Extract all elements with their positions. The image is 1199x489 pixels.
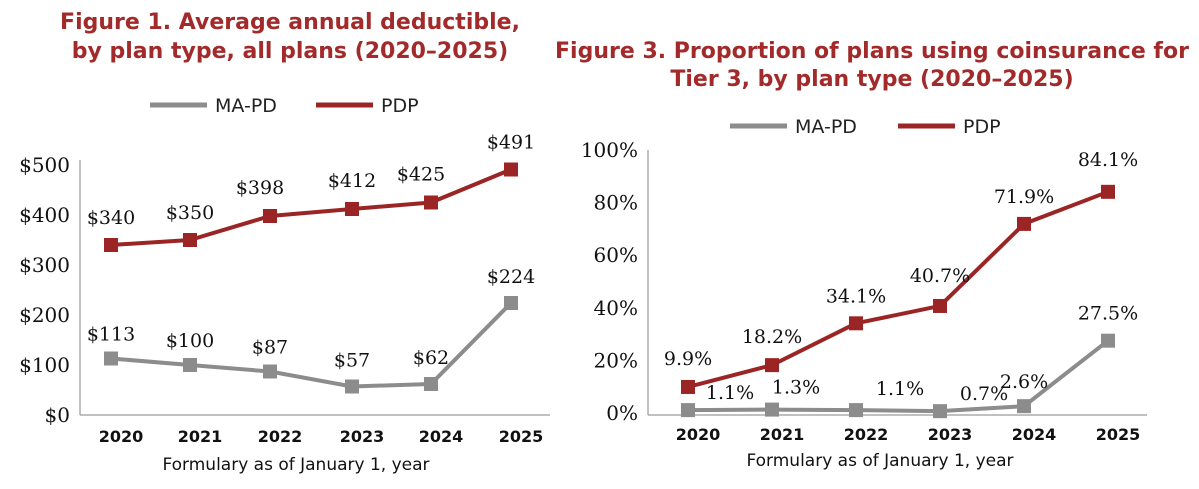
chart-2-pdp-data-label: 34.1% xyxy=(826,285,886,307)
chart-1-x-tick: 2025 xyxy=(499,427,544,446)
chart-1-pdp-point xyxy=(424,195,438,210)
chart-2-x-tick: 2022 xyxy=(844,425,889,444)
chart-2-y-tick: 80% xyxy=(594,191,638,215)
chart-2-mapd-data-label: 2.6% xyxy=(1000,371,1048,393)
chart-2-x-tick: 2021 xyxy=(760,425,805,444)
chart-2-mapd-line xyxy=(687,339,1110,414)
chart-2-pdp-point xyxy=(765,358,779,373)
chart-2-mapd-data-label: 0.7% xyxy=(960,383,1008,405)
chart-1-mapd-point xyxy=(504,296,518,310)
chart-1-mapd-point xyxy=(263,364,277,379)
chart-2-title-line2: Tier 3, by plan type (2020–2025) xyxy=(670,67,1073,92)
chart-2-pdp-data-label: 40.7% xyxy=(910,265,970,287)
chart-2-y-tick: 0% xyxy=(606,401,638,425)
chart-1-legend-mapd-label: MA-PD xyxy=(215,95,277,117)
chart-1-pdp-data-label: $340 xyxy=(87,207,135,229)
chart-2-mapd-data-label: 27.5% xyxy=(1078,303,1138,325)
chart-2-mapd-data-label: 1.1% xyxy=(876,378,924,400)
chart-2-pdp-point xyxy=(1017,216,1031,231)
chart-1-pdp-data-label: $491 xyxy=(487,132,535,154)
chart-1-pdp-data-label: $398 xyxy=(236,177,284,199)
chart-2-y-tick: 40% xyxy=(594,296,638,320)
chart-2-pdp-data-label: 9.9% xyxy=(664,348,712,370)
chart-2-pdp-data-label: 84.1% xyxy=(1078,149,1138,171)
chart-1-mapd-data-label: $62 xyxy=(413,347,449,369)
chart-2-title-line1: Figure 3. Proportion of plans using coin… xyxy=(555,39,1189,64)
chart-1-pdp-point xyxy=(345,202,359,216)
chart-1-pdp-data-label: $425 xyxy=(397,164,445,186)
chart-2: Figure 3. Proportion of plans using coin… xyxy=(555,39,1189,471)
chart-1-y-tick: $400 xyxy=(19,203,70,227)
chart-2-pdp-point xyxy=(849,316,863,331)
chart-1-legend: MA-PD PDP xyxy=(150,95,419,117)
chart-1-pdp-point xyxy=(263,209,277,223)
chart-2-legend: MA-PD PDP xyxy=(730,116,1001,138)
chart-1-pdp-point xyxy=(183,233,197,247)
chart-1-title-line1: Figure 1. Average annual deductible, xyxy=(60,10,520,35)
chart-1-x-tick: 2020 xyxy=(99,427,144,446)
chart-2-mapd-point xyxy=(765,402,779,417)
chart-1-x-axis-title: Formulary as of January 1, year xyxy=(162,455,429,475)
chart-2-legend-pdp-label: PDP xyxy=(963,116,1001,138)
chart-1-y-tick: $500 xyxy=(19,153,70,177)
chart-2-pdp-point xyxy=(681,379,695,394)
chart-2-x-tick: 2023 xyxy=(928,425,973,444)
chart-2-mapd-data-label: 1.1% xyxy=(706,382,754,404)
chart-1: Figure 1. Average annual deductible, by … xyxy=(19,10,550,475)
chart-1-mapd-point xyxy=(345,379,359,394)
chart-2-pdp-data-label: 18.2% xyxy=(742,326,802,348)
chart-2-pdp-data-label: 71.9% xyxy=(994,186,1054,208)
chart-2-x-tick: 2024 xyxy=(1012,425,1057,444)
chart-1-y-tick: $0 xyxy=(45,403,70,427)
chart-2-pdp-point xyxy=(1101,184,1115,199)
chart-1-mapd-data-label: $87 xyxy=(252,337,288,359)
chart-1-x-tick: 2023 xyxy=(340,427,385,446)
chart-1-pdp-line xyxy=(110,167,512,247)
chart-1-pdp-data-label: $412 xyxy=(328,170,376,192)
chart-1-mapd-line xyxy=(110,301,513,389)
chart-2-legend-mapd-label: MA-PD xyxy=(795,116,857,138)
chart-2-mapd-point xyxy=(1101,333,1115,348)
chart-2-x-tick: 2025 xyxy=(1096,425,1141,444)
chart-2-x-axis-title: Formulary as of January 1, year xyxy=(746,451,1013,471)
chart-2-mapd-data-label: 1.3% xyxy=(772,377,820,399)
chart-1-mapd-point xyxy=(424,377,438,391)
chart-2-pdp-line xyxy=(687,189,1109,389)
chart-1-y-tick: $100 xyxy=(19,353,70,377)
chart-1-pdp-data-label: $350 xyxy=(166,202,214,224)
chart-1-y-tick: $200 xyxy=(19,303,70,327)
chart-1-x-tick: 2024 xyxy=(419,427,464,446)
chart-1-mapd-point xyxy=(183,358,197,372)
chart-2-mapd-point xyxy=(849,403,863,418)
chart-1-mapd-point xyxy=(104,351,118,366)
chart-1-x-tick: 2021 xyxy=(178,427,223,446)
chart-2-x-tick: 2020 xyxy=(676,425,721,444)
chart-2-pdp-point xyxy=(933,298,947,313)
chart-2-y-tick: 60% xyxy=(594,243,638,267)
chart-2-mapd-point xyxy=(1017,399,1031,414)
chart-1-y-tick: $300 xyxy=(19,253,70,277)
chart-1-pdp-point xyxy=(104,238,118,252)
chart-2-y-tick: 20% xyxy=(594,348,638,372)
chart-1-mapd-data-label: $113 xyxy=(87,324,135,346)
chart-1-pdp-point xyxy=(504,162,518,177)
chart-1-legend-pdp-label: PDP xyxy=(381,95,419,117)
chart-1-title-line2: by plan type, all plans (2020–2025) xyxy=(72,39,508,64)
chart-2-mapd-point xyxy=(681,403,695,418)
chart-2-y-tick: 100% xyxy=(581,138,638,162)
chart-1-mapd-data-label: $224 xyxy=(487,266,535,288)
chart-1-mapd-data-label: $57 xyxy=(334,350,370,372)
chart-2-mapd-point xyxy=(933,404,947,419)
chart-1-mapd-data-label: $100 xyxy=(166,330,214,352)
chart-1-x-tick: 2022 xyxy=(258,427,303,446)
